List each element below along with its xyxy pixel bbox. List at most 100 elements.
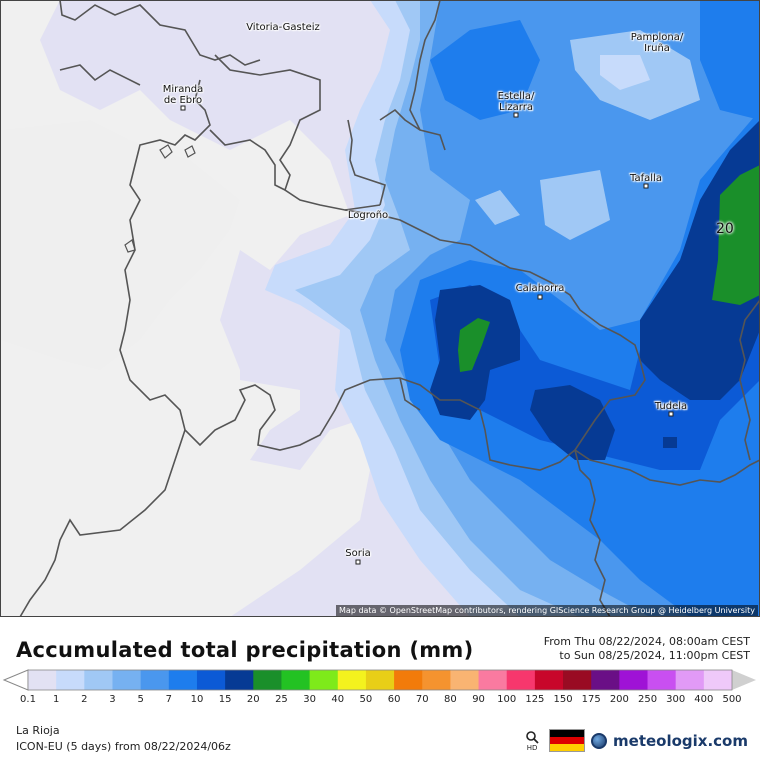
- legend-swatch: [422, 670, 451, 690]
- brand-name[interactable]: meteologix.com: [613, 731, 748, 750]
- legend-tick-label: 3: [109, 694, 115, 705]
- precip-value-label: 20: [716, 221, 734, 237]
- precip-15-area-2: [530, 385, 615, 460]
- legend-tick-label: 40: [331, 694, 344, 705]
- legend-swatch: [619, 670, 649, 690]
- forecast-period: From Thu 08/22/2024, 08:00am CEST to Sun…: [544, 635, 750, 663]
- legend-tick-label: 90: [472, 694, 485, 705]
- precip-lighter-pocket-2: [600, 55, 650, 90]
- hd-label: HD: [526, 743, 538, 752]
- model-run: ICON-EU (5 days) from 08/22/2024/06z: [16, 740, 231, 753]
- period-from: From Thu 08/22/2024, 08:00am CEST: [543, 635, 750, 648]
- germany-flag-icon[interactable]: [549, 729, 586, 752]
- footer-info: La Rioja ICON-EU (5 days) from 08/22/202…: [16, 723, 231, 755]
- legend-swatch: [225, 670, 254, 690]
- city-label-vitoria: Vitoria-Gasteiz: [246, 22, 320, 33]
- legend-swatch: [140, 670, 170, 690]
- period-to: to Sun 08/25/2024, 11:00pm CEST: [559, 649, 750, 662]
- legend-tick-label: 50: [360, 694, 373, 705]
- legend-tick-label: 80: [444, 694, 457, 705]
- legend-swatch: [281, 670, 311, 690]
- legend-swatch: [703, 670, 733, 690]
- city-marker-estella: [513, 112, 519, 118]
- legend-tick-label: 250: [638, 694, 657, 705]
- legend-swatch: [84, 670, 113, 690]
- city-label-estella: Estella/ Lizarra: [497, 91, 535, 113]
- legend-tick-label: 20: [247, 694, 260, 705]
- legend-tick-label: 10: [191, 694, 204, 705]
- legend-tick-label: 5: [137, 694, 143, 705]
- legend-tick-label: 7: [166, 694, 172, 705]
- legend-swatch: [534, 670, 564, 690]
- legend-scale: 0.1 1 2 3 5 7 10 15 20 25 30 40 50 60 70 80 90 100 125 150 1…: [2, 669, 756, 705]
- legend-swatch: [647, 670, 677, 690]
- legend-swatch: [675, 670, 705, 690]
- legend-swatch: [450, 670, 480, 690]
- legend-tick-label: 125: [525, 694, 544, 705]
- legend-arrow-left: [2, 669, 29, 691]
- color-legend: 0.1 1 2 3 5 7 10 15 20 25 30 40 50 60 70 80 90 100 125 150 1…: [0, 668, 760, 708]
- search-icon: [526, 730, 539, 744]
- legend-swatch: [168, 670, 198, 690]
- legend-tick-label: 2: [81, 694, 87, 705]
- precip-lighter-pocket-3: [540, 170, 610, 240]
- city-marker-soria: [355, 559, 361, 565]
- precip-7-area-north: [430, 20, 540, 120]
- legend-swatch: [394, 670, 423, 690]
- legend-tick-label: 1: [53, 694, 59, 705]
- city-label-tafalla: Tafalla: [630, 173, 662, 184]
- hd-toggle[interactable]: HD: [525, 730, 539, 752]
- map-attribution[interactable]: Map data © OpenStreetMap contributors, r…: [336, 605, 758, 616]
- legend-swatch: [112, 670, 142, 690]
- legend-tick-label: 0.1: [20, 694, 36, 705]
- precip-7-area: [400, 110, 760, 617]
- legend-tick-label: 30: [303, 694, 316, 705]
- chart-title: Accumulated total precipitation (mm): [16, 638, 474, 662]
- city-label-logrono: Logroño: [347, 210, 389, 221]
- legend-tick-label: 175: [582, 694, 601, 705]
- legend-swatch: [309, 670, 339, 690]
- legend-swatch: [337, 670, 367, 690]
- precip-20-area: [458, 318, 490, 372]
- legend-tick-label: 60: [388, 694, 401, 705]
- region-name: La Rioja: [16, 724, 60, 737]
- legend-tick-label: 25: [275, 694, 288, 705]
- legend-swatch: [563, 670, 592, 690]
- legend-swatch: [196, 670, 226, 690]
- legend-tick-label: 400: [694, 694, 713, 705]
- legend-swatch: [28, 670, 57, 690]
- precip-7-area-east: [700, 0, 760, 120]
- legend-tick-label: 100: [497, 694, 516, 705]
- legend-tick-label: 200: [610, 694, 629, 705]
- legend-swatch: [478, 670, 508, 690]
- city-marker-calahorra: [537, 294, 543, 300]
- meteologix-logo-icon: [591, 732, 608, 749]
- legend-arrow-right: [732, 670, 756, 690]
- legend-swatch: [253, 670, 282, 690]
- city-label-soria: Soria: [345, 548, 371, 559]
- city-marker-miranda: [180, 105, 186, 111]
- city-label-tudela: Tudela: [654, 401, 688, 412]
- legend-tick-label: 150: [553, 694, 572, 705]
- legend-swatch: [591, 670, 620, 690]
- city-marker-tafalla: [643, 183, 649, 189]
- legend-tick-label: 500: [722, 694, 741, 705]
- legend-tick-label: 70: [416, 694, 429, 705]
- brand-area: HD meteologix.com: [525, 729, 748, 752]
- legend-swatch: [506, 670, 536, 690]
- border-islands: [124, 144, 196, 253]
- map-canvas: [0, 0, 760, 617]
- legend-tick-label: 15: [219, 694, 232, 705]
- city-label-miranda: Miranda de Ebro: [162, 84, 204, 106]
- legend-swatch: [365, 670, 395, 690]
- city-marker-tudela: [668, 411, 674, 417]
- precipitation-map[interactable]: Vitoria-Gasteiz Pamplona/ Iruña Miranda …: [0, 0, 760, 617]
- precip-15-spot: [663, 437, 677, 448]
- legend-outline: [27, 669, 733, 691]
- legend-tick-label: 300: [666, 694, 685, 705]
- region-borders: [19, 0, 760, 617]
- no-precip-area-2: [0, 120, 240, 370]
- city-label-pamplona: Pamplona/ Iruña: [630, 32, 684, 54]
- city-label-calahorra: Calahorra: [515, 283, 565, 294]
- precip-20-area-east: [712, 165, 760, 305]
